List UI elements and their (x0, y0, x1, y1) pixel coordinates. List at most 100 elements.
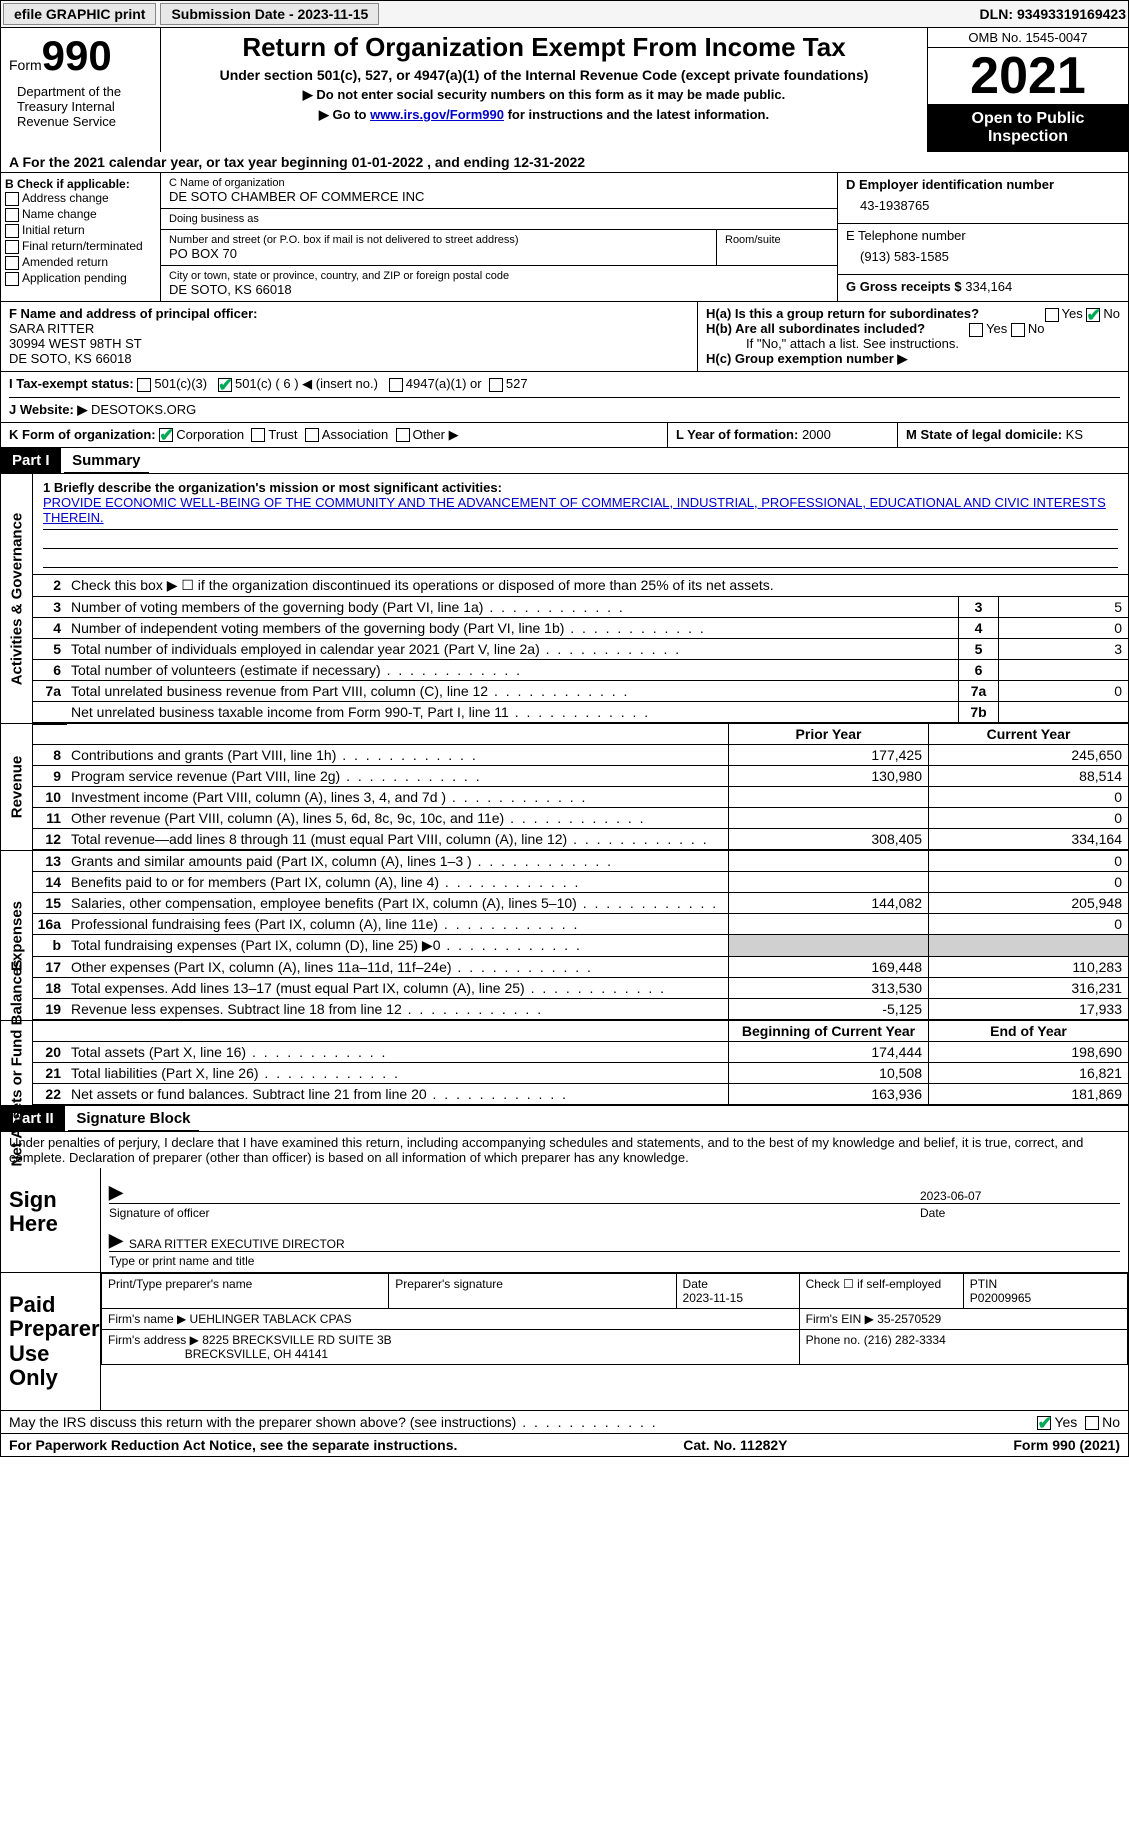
fin-row-py: 313,530 (728, 978, 928, 998)
fin-row: 17Other expenses (Part IX, column (A), l… (33, 957, 1128, 978)
mission-text: PROVIDE ECONOMIC WELL-BEING OF THE COMMU… (43, 495, 1106, 525)
dln-value: 93493319169423 (1017, 6, 1126, 22)
checkbox-other[interactable] (396, 428, 410, 442)
checkbox-final-return[interactable] (5, 240, 19, 254)
state-domicile-label: M State of legal domicile: (906, 427, 1062, 442)
label-501c-other: 501(c) ( 6 ) ◀ (insert no.) (235, 376, 378, 391)
status-website-section: I Tax-exempt status: 501(c)(3) 501(c) ( … (0, 372, 1129, 423)
fin-row: 19Revenue less expenses. Subtract line 1… (33, 999, 1128, 1020)
net-assets-block: Net Assets or Fund Balances Beginning of… (0, 1021, 1129, 1106)
discuss-row: May the IRS discuss this return with the… (0, 1411, 1129, 1434)
fin-row-cy: 198,690 (928, 1042, 1128, 1062)
org-form-section: K Form of organization: Corporation Trus… (0, 423, 1129, 449)
efile-print-button[interactable]: efile GRAPHIC print (3, 3, 156, 25)
vlabel-activities: Activities & Governance (8, 512, 25, 685)
checkbox-trust[interactable] (251, 428, 265, 442)
fin-row-cy: 0 (928, 914, 1128, 934)
mission-label: 1 Briefly describe the organization's mi… (43, 480, 502, 495)
label-yes: Yes (1062, 306, 1083, 321)
fin-row-num: 12 (33, 829, 67, 849)
checkbox-501c[interactable] (218, 378, 232, 392)
summary-num-row: Net unrelated business taxable income fr… (33, 702, 1128, 723)
topbar: efile GRAPHIC print Submission Date - 20… (0, 0, 1129, 28)
sig-officer-label: Signature of officer (109, 1206, 210, 1220)
website-label: J Website: ▶ (9, 402, 87, 417)
checkbox-hb-yes[interactable] (969, 323, 983, 337)
firm-name-label: Firm's name ▶ (108, 1312, 186, 1326)
checkbox-address-change[interactable] (5, 192, 19, 206)
fin-row-py: -5,125 (728, 999, 928, 1019)
row-box: 7a (958, 681, 998, 701)
checkbox-corp[interactable] (159, 428, 173, 442)
hb-label: H(b) Are all subordinates included? (706, 321, 925, 336)
fin-row-num: 11 (33, 808, 67, 828)
dept-treasury: Department of the Treasury Internal Reve… (9, 80, 152, 133)
fin-row-num: 18 (33, 978, 67, 998)
end-year-header: End of Year (928, 1021, 1128, 1041)
fin-row: 20Total assets (Part X, line 16)174,4441… (33, 1042, 1128, 1063)
fin-row-cy: 181,869 (928, 1084, 1128, 1104)
ha-label: H(a) Is this a group return for subordin… (706, 306, 979, 321)
summary-num-row: 3Number of voting members of the governi… (33, 597, 1128, 618)
fin-row-py: 10,508 (728, 1063, 928, 1083)
officer-label: F Name and address of principal officer: (9, 306, 258, 321)
fin-row: 13Grants and similar amounts paid (Part … (33, 851, 1128, 872)
year-formation-label: L Year of formation: (676, 427, 798, 442)
checkbox-amended[interactable] (5, 256, 19, 270)
label-other: Other ▶ (413, 427, 459, 442)
checkbox-discuss-yes[interactable] (1037, 1416, 1051, 1430)
checkbox-discuss-no[interactable] (1085, 1416, 1099, 1430)
checkbox-assoc[interactable] (305, 428, 319, 442)
hb-note: If "No," attach a list. See instructions… (706, 336, 1120, 351)
row-text: Total unrelated business revenue from Pa… (67, 681, 958, 701)
irs-link[interactable]: www.irs.gov/Form990 (370, 107, 504, 122)
fin-row-num: 21 (33, 1063, 67, 1083)
fin-row-py (728, 914, 928, 934)
row-val: 3 (998, 639, 1128, 659)
revenue-block: Revenue Prior YearCurrent Year 8Contribu… (0, 724, 1129, 851)
fin-row-py (728, 935, 928, 956)
fin-row-num: 16a (33, 914, 67, 934)
checkbox-ha-yes[interactable] (1045, 308, 1059, 322)
city-value: DE SOTO, KS 66018 (169, 282, 829, 297)
checkbox-name-change[interactable] (5, 208, 19, 222)
checkbox-4947[interactable] (389, 378, 403, 392)
fin-row: 12Total revenue—add lines 8 through 11 (… (33, 829, 1128, 850)
label-amended: Amended return (22, 255, 108, 269)
vlabel-revenue: Revenue (8, 756, 25, 819)
box-b-label: B Check if applicable: (5, 177, 130, 191)
fin-row-py (728, 787, 928, 807)
fin-row-text: Salaries, other compensation, employee b… (67, 893, 728, 913)
checkbox-initial-return[interactable] (5, 224, 19, 238)
open-to-public: Open to Public Inspection (928, 104, 1128, 152)
officer-group-section: F Name and address of principal officer:… (0, 302, 1129, 372)
name-title-label: Type or print name and title (109, 1254, 1120, 1268)
current-year-header: Current Year (928, 724, 1128, 744)
checkbox-hb-no[interactable] (1011, 323, 1025, 337)
form-note-ssn: ▶ Do not enter social security numbers o… (171, 87, 917, 103)
submission-date-button[interactable]: Submission Date - 2023-11-15 (160, 3, 379, 25)
fin-row-text: Revenue less expenses. Subtract line 18 … (67, 999, 728, 1019)
box-b: B Check if applicable: Address change Na… (1, 173, 161, 301)
label-name-change: Name change (22, 207, 97, 221)
fin-row: 14Benefits paid to or for members (Part … (33, 872, 1128, 893)
row-text: Total number of individuals employed in … (67, 639, 958, 659)
fin-row-num: 14 (33, 872, 67, 892)
fin-row-num: 9 (33, 766, 67, 786)
checkbox-501c3[interactable] (137, 378, 151, 392)
checkbox-app-pending[interactable] (5, 272, 19, 286)
fin-row: 9Program service revenue (Part VIII, lin… (33, 766, 1128, 787)
fin-row-py: 130,980 (728, 766, 928, 786)
fin-row: 16aProfessional fundraising fees (Part I… (33, 914, 1128, 935)
phone-value: (913) 583-1585 (846, 243, 1120, 270)
fin-row-num: 13 (33, 851, 67, 871)
summary-num-row: 7aTotal unrelated business revenue from … (33, 681, 1128, 702)
part-ii-title: Signature Block (68, 1107, 198, 1131)
officer-name-title: SARA RITTER EXECUTIVE DIRECTOR (129, 1237, 345, 1251)
line-a-tax-year: A For the 2021 calendar year, or tax yea… (0, 152, 1129, 173)
checkbox-ha-no[interactable] (1086, 308, 1100, 322)
checkbox-527[interactable] (489, 378, 503, 392)
row-box: 6 (958, 660, 998, 680)
summary-num-row: 5Total number of individuals employed in… (33, 639, 1128, 660)
fin-row-text: Total expenses. Add lines 13–17 (must eq… (67, 978, 728, 998)
